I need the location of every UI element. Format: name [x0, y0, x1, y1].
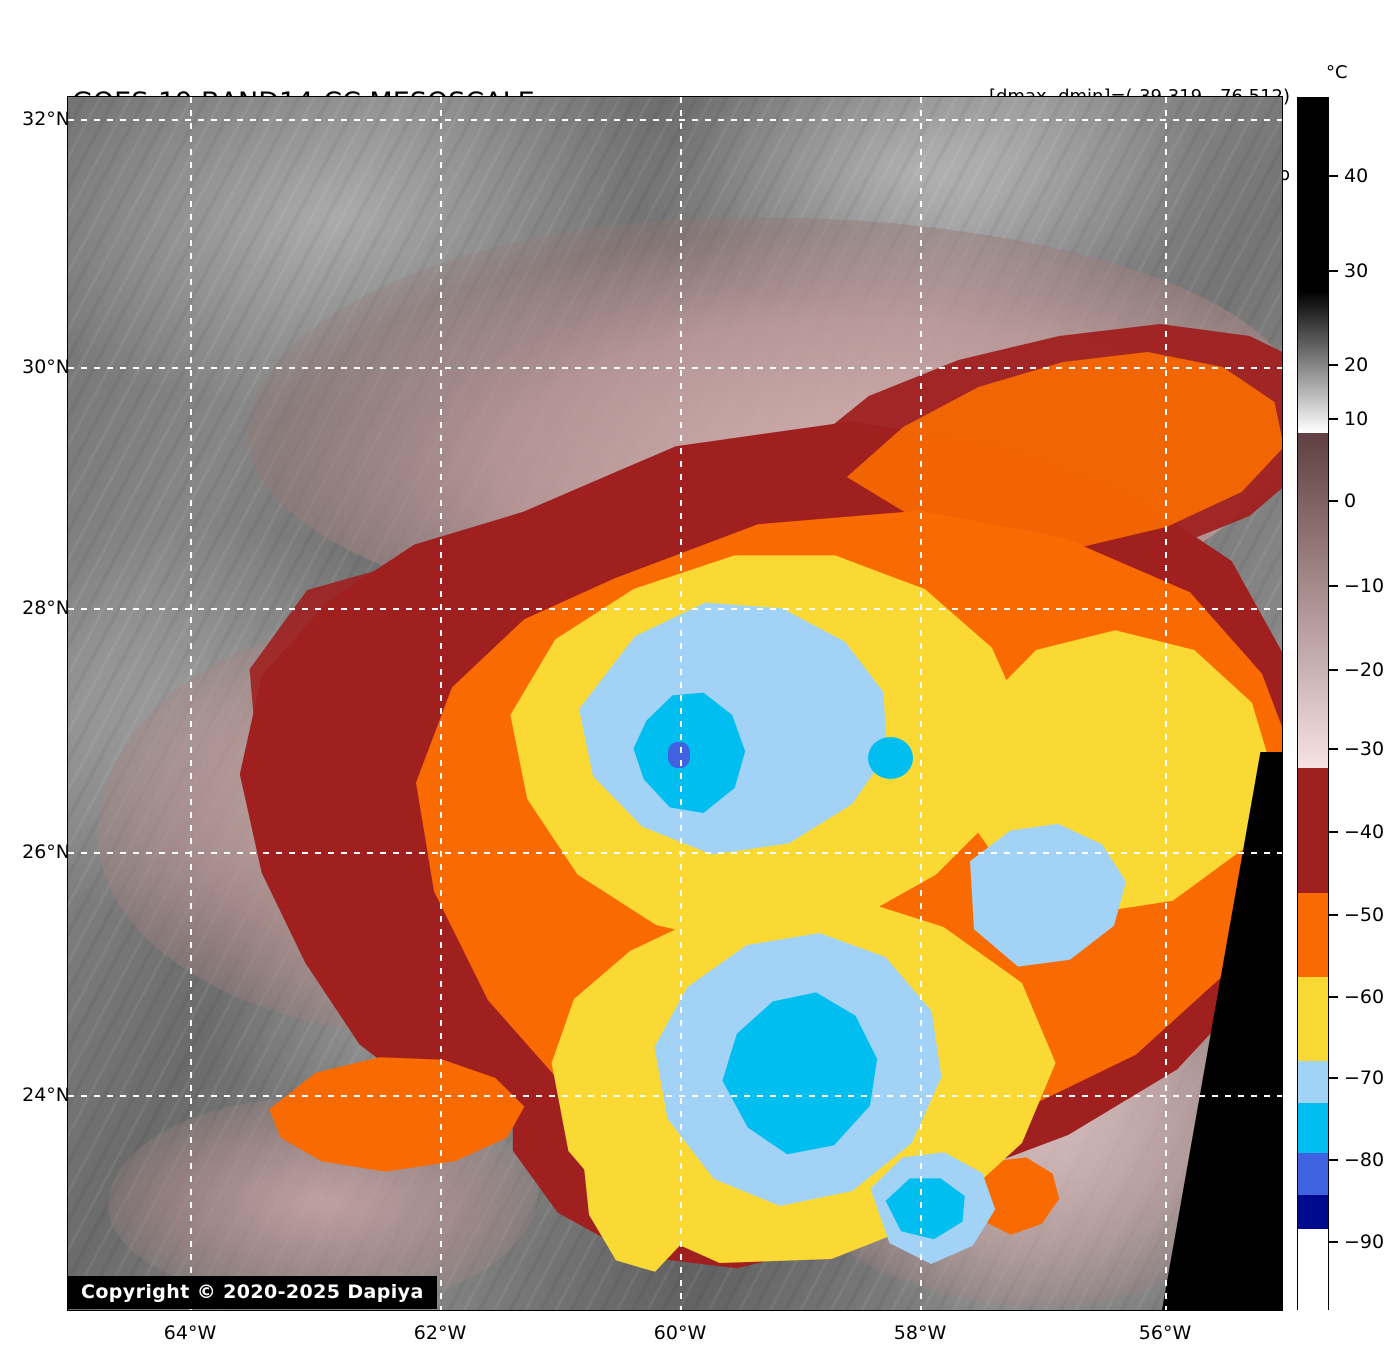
cbar-seg-light-blue: [1298, 1061, 1328, 1103]
ytick-label-28N: 28°N: [22, 597, 70, 619]
cbar-label-m20: −20: [1344, 659, 1385, 681]
cbar-seg-gray-ramp: [1298, 291, 1328, 433]
ytick-label-26N: 26°N: [22, 841, 70, 863]
cbar-label-10: 10: [1344, 408, 1369, 430]
cbar-seg-dark-red: [1298, 768, 1328, 893]
cbar-label-40: 40: [1344, 165, 1369, 187]
xtick-label-60W: 60°W: [653, 1322, 707, 1344]
cbar-label-m90: −90: [1344, 1231, 1385, 1253]
cbar-label-m40: −40: [1344, 821, 1385, 843]
cbar-tick-20: [1329, 364, 1338, 366]
cbar-tick-m80: [1329, 1159, 1338, 1161]
cbar-label-m50: −50: [1344, 904, 1385, 926]
cbar-seg-warm-black: [1298, 98, 1328, 291]
cbar-tick-0: [1329, 500, 1338, 502]
cbar-seg-white-coldest: [1298, 1229, 1328, 1311]
ytick-label-24N: 24°N: [22, 1084, 70, 1106]
cbar-seg-cyan: [1298, 1103, 1328, 1153]
cbar-seg-mauve-ramp: [1298, 433, 1328, 768]
cbar-tick-m20: [1329, 669, 1338, 671]
cbar-tick-m90: [1329, 1241, 1338, 1243]
cbar-tick-40: [1329, 175, 1338, 177]
ytick-label-30N: 30°N: [22, 356, 70, 378]
cbar-label-20: 20: [1344, 354, 1369, 376]
cbar-tick-m60: [1329, 996, 1338, 998]
colorbar[interactable]: [1297, 97, 1329, 1311]
cbar-tick-10: [1329, 418, 1338, 420]
cbar-tick-m40: [1329, 831, 1338, 833]
cbar-tick-m70: [1329, 1077, 1338, 1079]
colorbar-unit-label: °C: [1326, 62, 1348, 83]
xtick-label-62W: 62°W: [413, 1322, 467, 1344]
cbar-label-m10: −10: [1344, 575, 1385, 597]
cbar-label-0: 0: [1344, 490, 1357, 512]
satellite-image-plot[interactable]: [68, 97, 1282, 1310]
cbar-label-m70: −70: [1344, 1067, 1385, 1089]
xtick-label-64W: 64°W: [163, 1322, 217, 1344]
copyright-watermark: Copyright © 2020-2025 Dapiya: [68, 1276, 437, 1309]
colorbar-gradient: [1298, 98, 1328, 1311]
cbar-label-m30: −30: [1344, 738, 1385, 760]
shell-cyan-small-patch-east: [868, 737, 913, 779]
cbar-label-m60: −60: [1344, 986, 1385, 1008]
cbar-tick-m50: [1329, 914, 1338, 916]
cbar-tick-30: [1329, 270, 1338, 272]
cbar-tick-m10: [1329, 585, 1338, 587]
xtick-label-58W: 58°W: [893, 1322, 947, 1344]
ytick-label-32N: 32°N: [22, 108, 70, 130]
cbar-label-30: 30: [1344, 260, 1369, 282]
cbar-seg-navy: [1298, 1195, 1328, 1229]
cbar-seg-orange: [1298, 893, 1328, 977]
cbar-tick-m30: [1329, 748, 1338, 750]
cbar-label-m80: −80: [1344, 1149, 1385, 1171]
xtick-label-56W: 56°W: [1138, 1322, 1192, 1344]
cbar-seg-blue: [1298, 1153, 1328, 1195]
cbar-seg-yellow: [1298, 977, 1328, 1061]
shell-blue-coldest-speck: [668, 742, 690, 768]
